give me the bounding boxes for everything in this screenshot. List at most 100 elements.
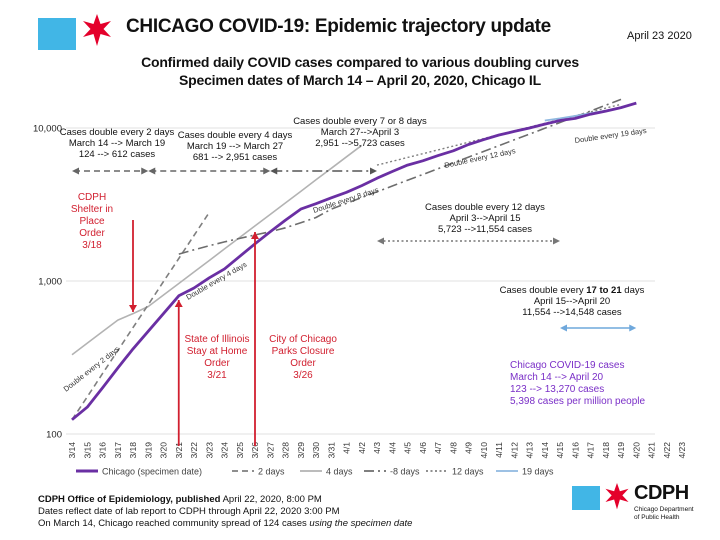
x-tick-label: 3/28 (281, 442, 291, 459)
legend-label: 19 days (522, 467, 554, 477)
logo-text: CDPH (634, 482, 689, 504)
x-tick-label: 3/15 (82, 442, 92, 459)
range-arrowhead (72, 167, 79, 175)
x-tick-label: 4/2 (357, 442, 367, 454)
annotation-cdph-shelter: CDPH Shelter in Place Order 3/18 (62, 192, 122, 252)
annotation-text: Order (204, 358, 230, 369)
summary-text: Chicago COVID-19 cases (510, 360, 625, 371)
annotation-text: Stay at Home (186, 346, 248, 357)
x-tick-label: 4/4 (387, 442, 397, 454)
annotation-double-4: Cases double every 4 days March 19 --> M… (170, 130, 300, 163)
x-tick-label: 4/18 (601, 442, 611, 459)
range-arrowhead (629, 324, 637, 332)
x-tick-label: 3/19 (143, 442, 153, 459)
annotation-text: Place (79, 216, 105, 227)
legend-label: 12 days (452, 467, 484, 477)
footer-bold: CDPH Office of Epidemiology, published (38, 494, 221, 505)
series-line-2-days (71, 211, 210, 421)
annotation-text: 3/26 (293, 370, 313, 381)
annotation-text: Order (290, 358, 316, 369)
annotation-text: days (621, 285, 645, 296)
series-line-8-days (178, 98, 622, 255)
annotation-text: April 15-->April 20 (533, 296, 611, 307)
subtitle-line-2: Specimen dates of March 14 – April 20, 2… (179, 72, 541, 88)
x-tick-label: 3/27 (265, 442, 275, 459)
chart-ticks: 100 1,000 10,000 3/14 3/15 3/16 3/17 3/18 3/19 3/… (33, 124, 687, 459)
x-tick-label: 4/23 (677, 442, 687, 459)
x-tick-label: 3/30 (311, 442, 321, 459)
x-tick-label: 4/1 (342, 442, 352, 454)
x-tick-label: 3/31 (326, 442, 336, 459)
annotation-chicago-parks: City of Chicago Parks Closure Order 3/26 (258, 334, 348, 382)
order-arrowhead (251, 232, 259, 239)
page-title: CHICAGO COVID-19: Epidemic trajectory up… (126, 16, 551, 37)
footer-text: On March 14, Chicago reached community s… (38, 518, 310, 529)
x-tick-label: 4/13 (525, 442, 535, 459)
x-tick-label: 4/16 (570, 442, 580, 459)
x-tick-label: 4/20 (631, 442, 641, 459)
range-arrowhead (377, 237, 384, 245)
annotation-text: Parks Closure (271, 346, 335, 357)
x-tick-label: 4/6 (418, 442, 428, 454)
annotation-text: 3/21 (207, 370, 227, 381)
legend-label: 4 days (326, 467, 353, 477)
range-arrowhead (263, 167, 271, 175)
footer-text: April 22, 2020, 8:00 PM (220, 494, 322, 505)
annotation-text: April 3-->April 15 (449, 213, 521, 224)
annotation-text: Shelter in (70, 204, 114, 215)
x-tick-label: 3/18 (128, 442, 138, 459)
x-tick-label: 4/10 (479, 442, 489, 459)
order-arrowhead (174, 300, 183, 307)
subtitle-line-1: Confirmed daily COVID cases compared to … (141, 54, 579, 70)
series-line-4-days (71, 144, 363, 356)
chart-legend: Chicago (specimen date) 2 days 4 days -8 da… (76, 467, 554, 477)
summary-text: March 14 --> April 20 (510, 372, 604, 383)
x-tick-label: 4/7 (433, 442, 443, 454)
summary-box: Chicago COVID-19 cases March 14 --> Apri… (510, 360, 645, 408)
range-arrowhead (141, 167, 149, 175)
logo-flag-blue (572, 486, 600, 510)
annotation-text: State of Illinois (184, 334, 250, 345)
annotation-double-12: Cases double every 12 days April 3-->Apr… (410, 202, 560, 235)
annotation-text: Cases double every (499, 285, 587, 296)
annotation-text: Cases double every 12 days (425, 202, 545, 213)
annotation-text: 124 --> 612 cases (78, 149, 156, 160)
annotation-illinois-stay-home: State of Illinois Stay at Home Order 3/2… (172, 334, 262, 382)
x-tick-label: 4/8 (448, 442, 458, 454)
legend-label: -8 days (390, 467, 420, 477)
annotation-text: Cases double every 4 days (177, 130, 293, 141)
legend-label: 2 days (258, 467, 285, 477)
x-tick-label: 4/22 (662, 442, 672, 459)
x-tick-label: 4/21 (647, 442, 657, 459)
x-tick-label: 4/14 (540, 442, 550, 459)
order-arrowhead (129, 305, 137, 312)
x-tick-label: 3/23 (204, 442, 214, 459)
x-tick-label: 3/20 (159, 442, 169, 459)
annotation-text-bold: 17 to 21 (586, 285, 622, 296)
publish-date: April 23 2020 (627, 30, 692, 42)
x-tick-label: 4/17 (586, 442, 596, 459)
chart-grid (66, 127, 655, 435)
x-tick-label: 4/15 (555, 442, 565, 459)
x-tick-label: 3/16 (98, 442, 108, 459)
annotation-text: 681 --> 2,951 cases (192, 152, 278, 163)
series-line-12-days (376, 103, 622, 166)
summary-text: 123 --> 13,270 cases (510, 384, 605, 395)
annotation-text: Cases double every 2 days (59, 127, 175, 138)
x-tick-label: 3/22 (189, 442, 199, 459)
range-arrowhead (270, 167, 278, 175)
annotation-text: March 19 --> March 27 (186, 141, 284, 152)
x-tick-label: 4/5 (403, 442, 413, 454)
annotation-text: 11,554 -->14,548 cases (522, 307, 622, 318)
annotation-text: Order (79, 228, 105, 239)
annotation-text: 5,723 -->11,554 cases (437, 224, 533, 235)
curve-label: Double every 2 days (62, 344, 122, 393)
chart-curves (71, 98, 637, 421)
footer-italic: using the specimen date (309, 518, 413, 529)
x-tick-label: 3/25 (235, 442, 245, 459)
x-tick-label: 3/29 (296, 442, 306, 459)
chicago-star-icon (83, 14, 111, 46)
x-tick-label: 4/12 (509, 442, 519, 459)
